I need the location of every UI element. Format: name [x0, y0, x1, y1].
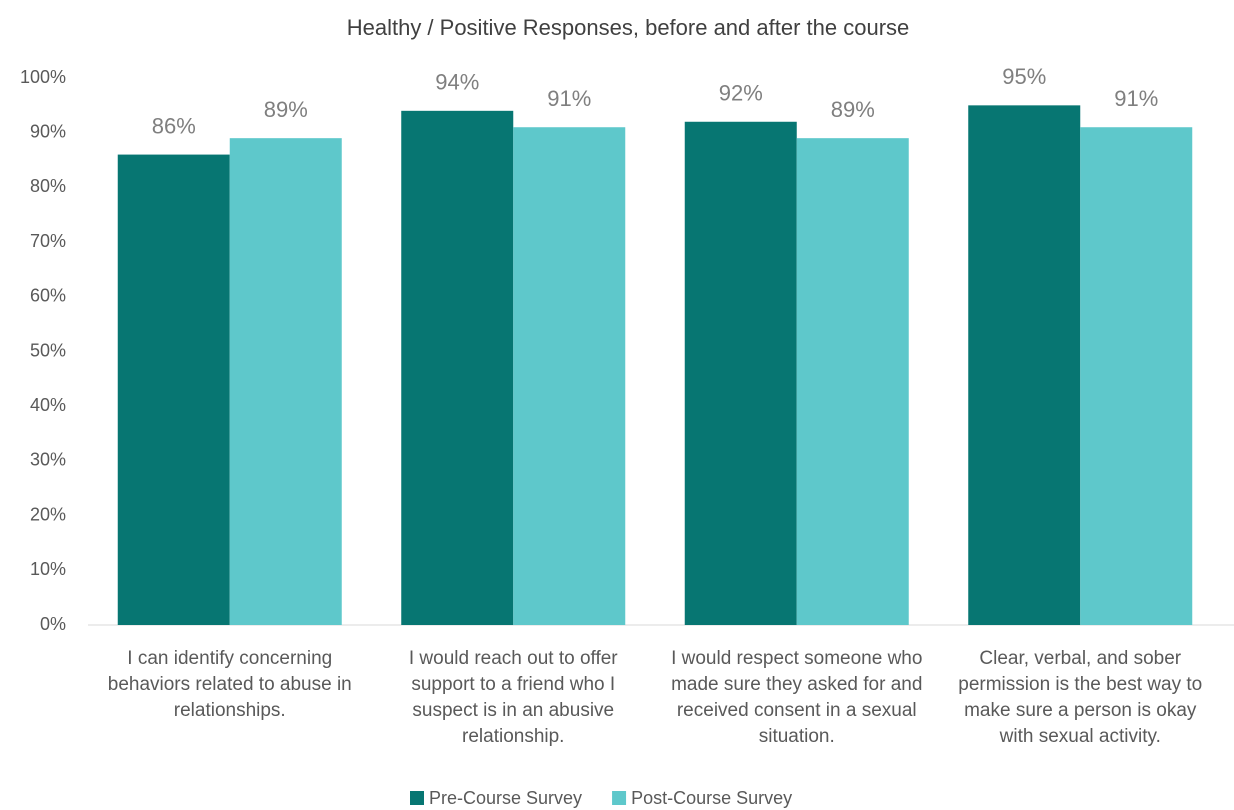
bar [968, 105, 1081, 626]
legend-swatch [410, 791, 424, 805]
data-label: 92% [719, 81, 763, 106]
chart-title: Healthy / Positive Responses, before and… [347, 15, 910, 40]
x-tick-label: I can identify concerning behaviors rela… [107, 648, 352, 721]
y-tick-label: 0% [40, 614, 66, 634]
y-tick-label: 30% [30, 450, 66, 470]
x-tick-label: I would respect someone who made sure th… [671, 648, 923, 747]
y-tick-label: 60% [30, 286, 66, 306]
y-tick-label: 80% [30, 176, 66, 196]
bar [513, 127, 626, 625]
y-tick-label: 10% [30, 559, 66, 579]
data-label: 91% [547, 86, 591, 111]
bar [1080, 127, 1193, 625]
y-tick-label: 70% [30, 231, 66, 251]
bar [401, 110, 514, 625]
data-label: 91% [1114, 86, 1158, 111]
y-tick-label: 50% [30, 340, 66, 360]
y-tick-label: 90% [30, 121, 66, 141]
legend-swatch [612, 791, 627, 805]
bar [229, 138, 342, 626]
bar [684, 121, 797, 625]
data-label: 86% [152, 113, 196, 138]
data-label: 94% [435, 70, 479, 95]
x-tick-label: I would reach out to offer support to a … [408, 648, 618, 747]
data-label: 89% [264, 97, 308, 122]
bar [117, 154, 230, 625]
bar [796, 138, 909, 626]
legend-label: Pre-Course Survey [429, 788, 582, 808]
x-tick-label: Clear, verbal, and sober permission is t… [958, 648, 1203, 747]
data-label: 89% [831, 97, 875, 122]
y-tick-label: 40% [30, 395, 66, 415]
data-label: 95% [1002, 64, 1046, 89]
y-tick-label: 100% [20, 67, 66, 87]
legend-label: Post-Course Survey [631, 788, 792, 808]
y-tick-label: 20% [30, 504, 66, 524]
